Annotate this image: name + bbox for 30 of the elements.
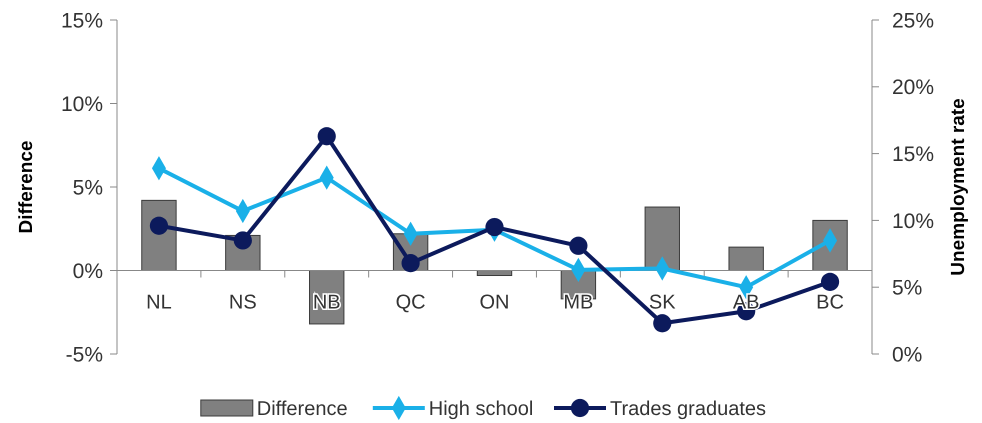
point [234, 231, 252, 250]
legend-label: Trades graduates [610, 398, 766, 420]
x-tick-label: BC [816, 292, 844, 314]
y-tick-label: 15% [60, 9, 103, 32]
x-tick-label: NL [146, 292, 172, 314]
x-tick-label: NB [312, 292, 341, 314]
point [485, 218, 504, 236]
point [318, 127, 336, 146]
y-axis-title: Difference [16, 140, 37, 234]
legend-label: Difference [256, 398, 348, 420]
y2-tick-label: 5% [892, 276, 922, 300]
y-tick-label: -5% [66, 343, 103, 366]
y-tick-label: 5% [72, 176, 103, 200]
y-tick-label: 10% [60, 92, 103, 116]
legend-label: High school [428, 398, 534, 420]
x-tick-label: NS [228, 292, 257, 314]
x-tick-label: QC [396, 292, 426, 314]
x-tick-label: SK [648, 292, 676, 314]
y2-tick-label: 20% [892, 76, 934, 100]
y2-tick-label: 0% [892, 343, 922, 366]
point [653, 314, 672, 332]
y2-tick-label: 15% [892, 142, 934, 166]
point [402, 254, 420, 272]
y2-tick-label: 25% [892, 9, 934, 32]
y-tick-label: 0% [72, 260, 103, 283]
x-tick-label: ON [480, 292, 510, 314]
y2-axis-title: Unemployment rate [948, 98, 969, 276]
point [820, 272, 840, 291]
y2-tick-label: 10% [892, 210, 934, 233]
point [569, 236, 588, 255]
